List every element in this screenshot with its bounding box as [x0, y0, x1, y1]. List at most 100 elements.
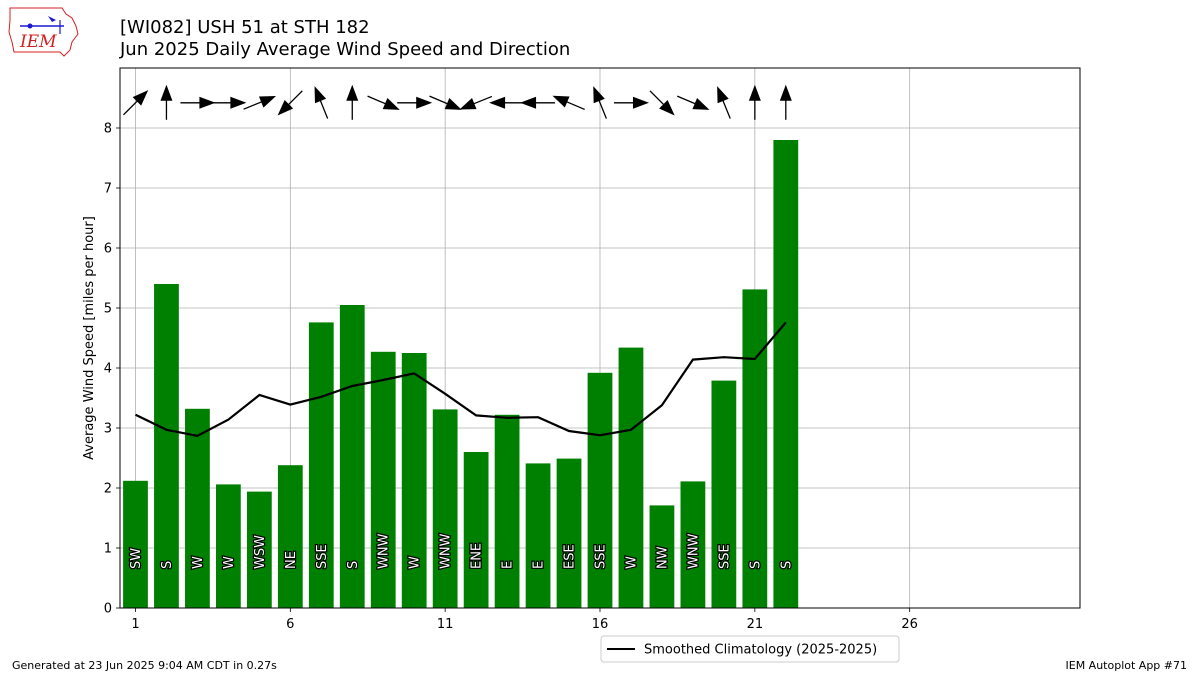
direction-label-day-17: W: [624, 556, 639, 569]
direction-label-day-8: S: [346, 561, 361, 569]
y-tick-label: 0: [104, 602, 112, 617]
bar-day-11: [432, 409, 458, 608]
direction-label-day-12: ENE: [470, 543, 485, 569]
direction-arrow-day-4: [211, 96, 247, 109]
direction-arrow-day-1: [123, 90, 149, 116]
x-tick-label: 1: [131, 617, 139, 632]
direction-arrow-day-18: [649, 90, 675, 116]
direction-label-day-19: WNW: [686, 533, 701, 569]
direction-label-day-14: E: [532, 561, 547, 569]
x-tick-label: 21: [747, 617, 764, 632]
bar-day-18: [649, 505, 675, 608]
direction-arrow-day-15: [552, 95, 585, 111]
direction-label-day-18: NW: [655, 546, 670, 569]
direction-label-day-21: S: [748, 561, 763, 569]
direction-label-day-3: W: [191, 556, 206, 569]
x-tick-label: 16: [592, 617, 609, 632]
chart-subtitle: Jun 2025 Daily Average Wind Speed and Di…: [120, 39, 571, 60]
direction-arrow-day-17: [613, 96, 649, 109]
bar-day-12: [463, 452, 489, 608]
direction-arrow-day-20: [717, 86, 731, 119]
arrow-layer: [123, 84, 792, 120]
legend-box: [600, 635, 900, 663]
direction-arrow-day-8: [346, 84, 359, 120]
direction-label-day-15: ESE: [563, 544, 578, 569]
direction-label-day-2: S: [160, 561, 175, 569]
y-tick-label: 8: [104, 122, 112, 137]
y-tick-label: 1: [104, 542, 112, 557]
legend: Smoothed Climatology (2025-2025): [600, 635, 900, 663]
y-axis-label: Average Wind Speed [miles per hour]: [82, 216, 97, 460]
direction-arrow-day-2: [160, 84, 173, 120]
direction-arrow-day-12: [459, 95, 493, 110]
climatology-line: [135, 321, 787, 437]
x-tick-label: 6: [286, 617, 294, 632]
legend-label: Smoothed Climatology (2025-2025): [644, 643, 877, 658]
bar-day-3: [185, 408, 210, 608]
direction-label-day-20: SSE: [717, 544, 732, 569]
chart-title: [WI082] USH 51 at STH 182: [120, 17, 370, 38]
y-tick-label: 5: [104, 302, 112, 317]
bar-day-4: [216, 484, 241, 608]
direction-arrow-day-13: [489, 96, 525, 109]
direction-label-day-6: NE: [284, 551, 299, 569]
direction-label-day-4: W: [222, 556, 237, 569]
bar-day-2: [154, 284, 179, 608]
direction-label-layer: SW S W W WSW NE SSE S WNW W WNW ENE E E ESE SSE W NW WNW SS…: [128, 532, 796, 570]
y-tick-label: 2: [104, 482, 112, 497]
direction-label-day-10: W: [408, 556, 423, 569]
direction-arrow-day-5: [243, 96, 277, 110]
iem-logo: IEM: [8, 7, 79, 57]
direction-arrow-day-16: [593, 86, 607, 119]
logo-dot: [27, 23, 33, 29]
bar-day-6: [277, 465, 303, 608]
footer-app-text: IEM Autoplot App #71: [1065, 659, 1188, 672]
direction-label-day-11: WNW: [439, 533, 454, 569]
bar-day-16: [587, 372, 613, 608]
direction-label-day-9: WNW: [377, 533, 392, 569]
direction-arrow-day-9: [367, 95, 400, 110]
logo-wind-vane: [48, 16, 56, 22]
footer-generated-text: Generated at 23 Jun 2025 9:04 AM CDT in …: [12, 659, 277, 672]
bar-layer: [123, 140, 799, 608]
direction-label-day-1: SW: [129, 548, 144, 569]
direction-label-day-7: SSE: [315, 544, 330, 569]
x-tick-label: 26: [901, 617, 918, 632]
direction-arrow-day-10: [397, 96, 433, 109]
direction-label-day-22: S: [779, 561, 794, 569]
y-tick-label: 7: [104, 182, 112, 197]
direction-arrow-day-21: [748, 84, 761, 120]
bar-day-10: [401, 353, 427, 608]
direction-arrow-day-3: [180, 96, 216, 109]
bar-day-7: [308, 322, 334, 608]
direction-arrow-day-7: [314, 86, 329, 119]
bar-day-15: [556, 458, 582, 608]
bar-day-8: [339, 305, 365, 608]
y-tick-label: 3: [104, 422, 112, 437]
bar-day-13: [494, 414, 520, 608]
direction-label-day-13: E: [501, 561, 516, 569]
bar-day-9: [370, 351, 396, 608]
y-tick-label: 4: [104, 362, 112, 377]
bar-day-5: [246, 491, 272, 608]
direction-arrow-day-19: [677, 95, 710, 110]
line-layer: [135, 321, 787, 437]
direction-arrow-day-6: [277, 90, 303, 116]
y-tick-label: 6: [104, 242, 112, 257]
direction-arrow-day-11: [429, 95, 462, 110]
bar-day-17: [618, 347, 644, 608]
direction-label-day-16: SSE: [594, 544, 609, 569]
bar-day-21: [742, 289, 768, 608]
direction-arrow-day-22: [779, 84, 792, 120]
logo-state-outline: [8, 7, 79, 57]
bar-day-20: [711, 380, 737, 608]
bar-day-1: [123, 480, 148, 608]
logo-text: IEM: [19, 32, 57, 52]
x-tick-label: 11: [437, 617, 454, 632]
bar-day-14: [525, 463, 551, 608]
direction-arrow-day-14: [520, 96, 556, 109]
direction-label-day-5: WSW: [253, 535, 268, 569]
bar-day-22: [773, 140, 799, 608]
